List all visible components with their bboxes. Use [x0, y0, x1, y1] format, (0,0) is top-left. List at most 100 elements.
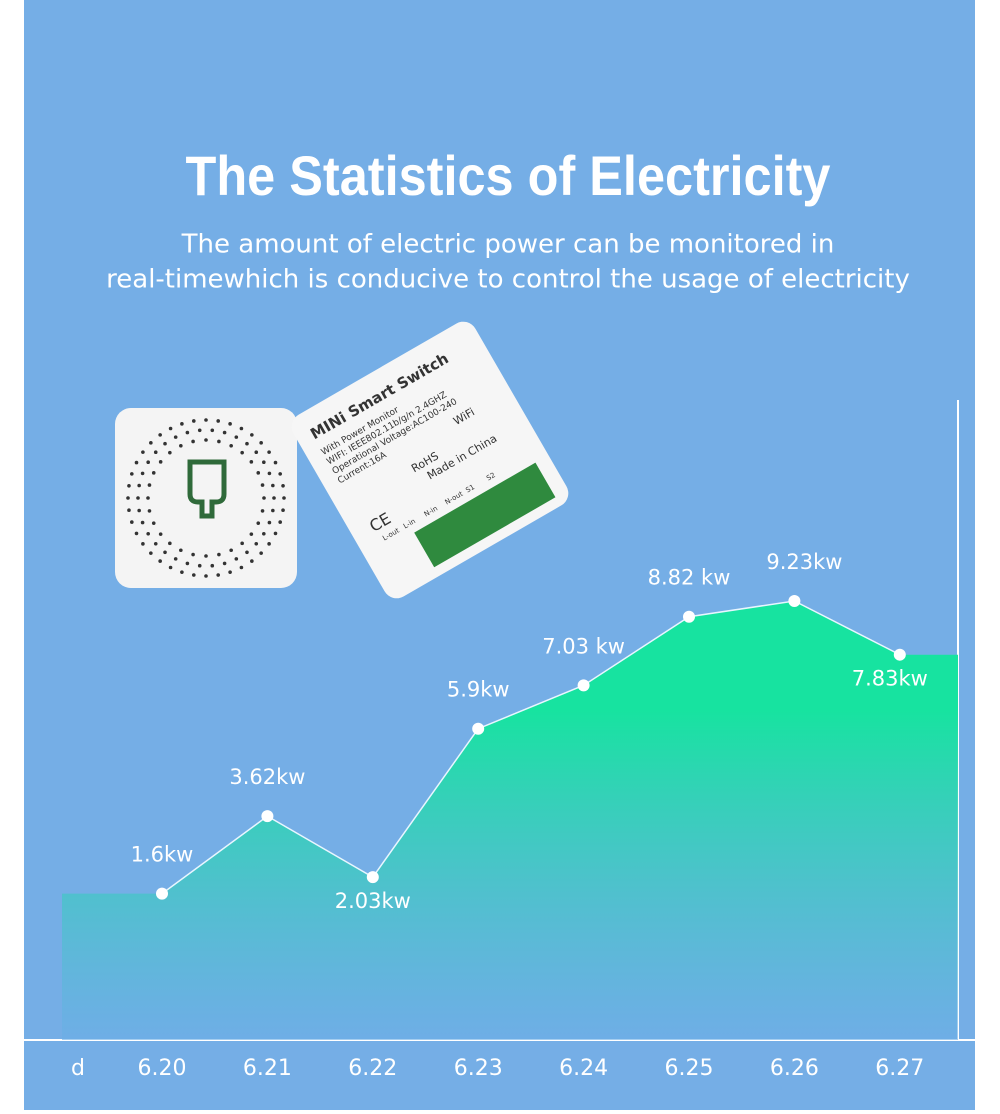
dot	[141, 542, 145, 546]
area	[62, 601, 958, 1040]
dot	[127, 508, 131, 513]
dot	[228, 422, 232, 426]
dot	[217, 552, 221, 557]
dot	[222, 561, 227, 566]
dot	[229, 548, 233, 553]
x-tick-label: 6.21	[243, 1056, 292, 1081]
dot	[168, 450, 172, 455]
dot	[137, 508, 141, 513]
dot	[239, 565, 244, 570]
dot	[278, 472, 282, 476]
dot	[191, 573, 196, 577]
point	[577, 679, 590, 692]
dot	[185, 430, 190, 435]
dot	[262, 460, 266, 465]
dot	[151, 521, 156, 525]
x-tick-label: 6.22	[348, 1056, 397, 1081]
dot	[281, 483, 285, 488]
dot	[262, 531, 266, 536]
dot	[245, 441, 249, 446]
dot	[180, 570, 184, 574]
dot	[185, 561, 190, 566]
dot	[141, 450, 145, 454]
terminal-label: S2	[485, 471, 497, 482]
value-label: 1.6kw	[131, 843, 194, 867]
dot	[173, 435, 178, 439]
x-tick-label: 6.24	[559, 1056, 608, 1081]
subtitle: The amount of electric power can be moni…	[181, 230, 835, 260]
dot	[254, 450, 259, 454]
dot	[234, 557, 239, 561]
dot	[197, 428, 202, 433]
dot	[254, 542, 259, 546]
dot	[259, 551, 263, 555]
dot	[204, 418, 208, 422]
dot	[168, 541, 172, 546]
dot	[180, 422, 184, 426]
point	[261, 810, 274, 823]
dot	[191, 419, 196, 423]
point	[156, 887, 168, 900]
dot	[179, 548, 183, 553]
dot	[191, 552, 195, 557]
dot	[153, 542, 158, 546]
dot	[256, 471, 261, 475]
value-label: 9.23kw	[766, 550, 842, 574]
x-tick-label: 6.27	[875, 1056, 924, 1081]
dot	[134, 531, 139, 536]
dot	[140, 520, 145, 525]
subtitle: real-timewhich is conducive to control t…	[106, 265, 910, 295]
point	[893, 648, 906, 661]
x-tick-label: 6.26	[770, 1056, 819, 1081]
value-label: 2.03kw	[335, 889, 411, 913]
terminal-block	[414, 462, 556, 568]
dot	[262, 496, 266, 500]
dot	[147, 483, 152, 487]
dot	[228, 570, 232, 574]
dot	[216, 419, 221, 423]
dot	[210, 428, 215, 433]
dot	[134, 460, 139, 465]
dot	[130, 520, 134, 524]
dot	[146, 460, 150, 465]
dot	[281, 508, 285, 513]
dot	[267, 450, 271, 454]
dot	[191, 439, 195, 444]
dot	[273, 531, 278, 536]
dot	[250, 433, 254, 437]
dot	[168, 426, 173, 431]
terminal-label: S1	[464, 483, 476, 494]
dot	[267, 542, 271, 546]
dot	[267, 520, 272, 525]
dot	[216, 573, 221, 577]
title: The Statistics of Electricity	[186, 144, 831, 207]
dot	[158, 532, 163, 536]
dot	[234, 435, 239, 439]
x-axis-label: d	[71, 1056, 85, 1081]
dot	[204, 554, 208, 558]
dot	[153, 450, 158, 454]
dot	[272, 496, 276, 500]
dot	[136, 496, 140, 500]
dot	[260, 509, 265, 513]
dot	[158, 433, 162, 437]
dot	[267, 471, 272, 476]
value-label: 3.62kw	[229, 765, 305, 789]
dot	[127, 483, 131, 488]
value-label: 7.83kw	[852, 667, 928, 691]
dot	[260, 483, 265, 487]
dot	[147, 509, 152, 513]
point	[366, 871, 379, 884]
dot	[173, 557, 178, 561]
dot	[168, 565, 173, 570]
dot	[271, 483, 275, 488]
dot	[282, 496, 286, 500]
dot	[149, 551, 153, 555]
dot	[217, 439, 221, 444]
dot	[158, 559, 162, 563]
dot	[256, 521, 261, 525]
